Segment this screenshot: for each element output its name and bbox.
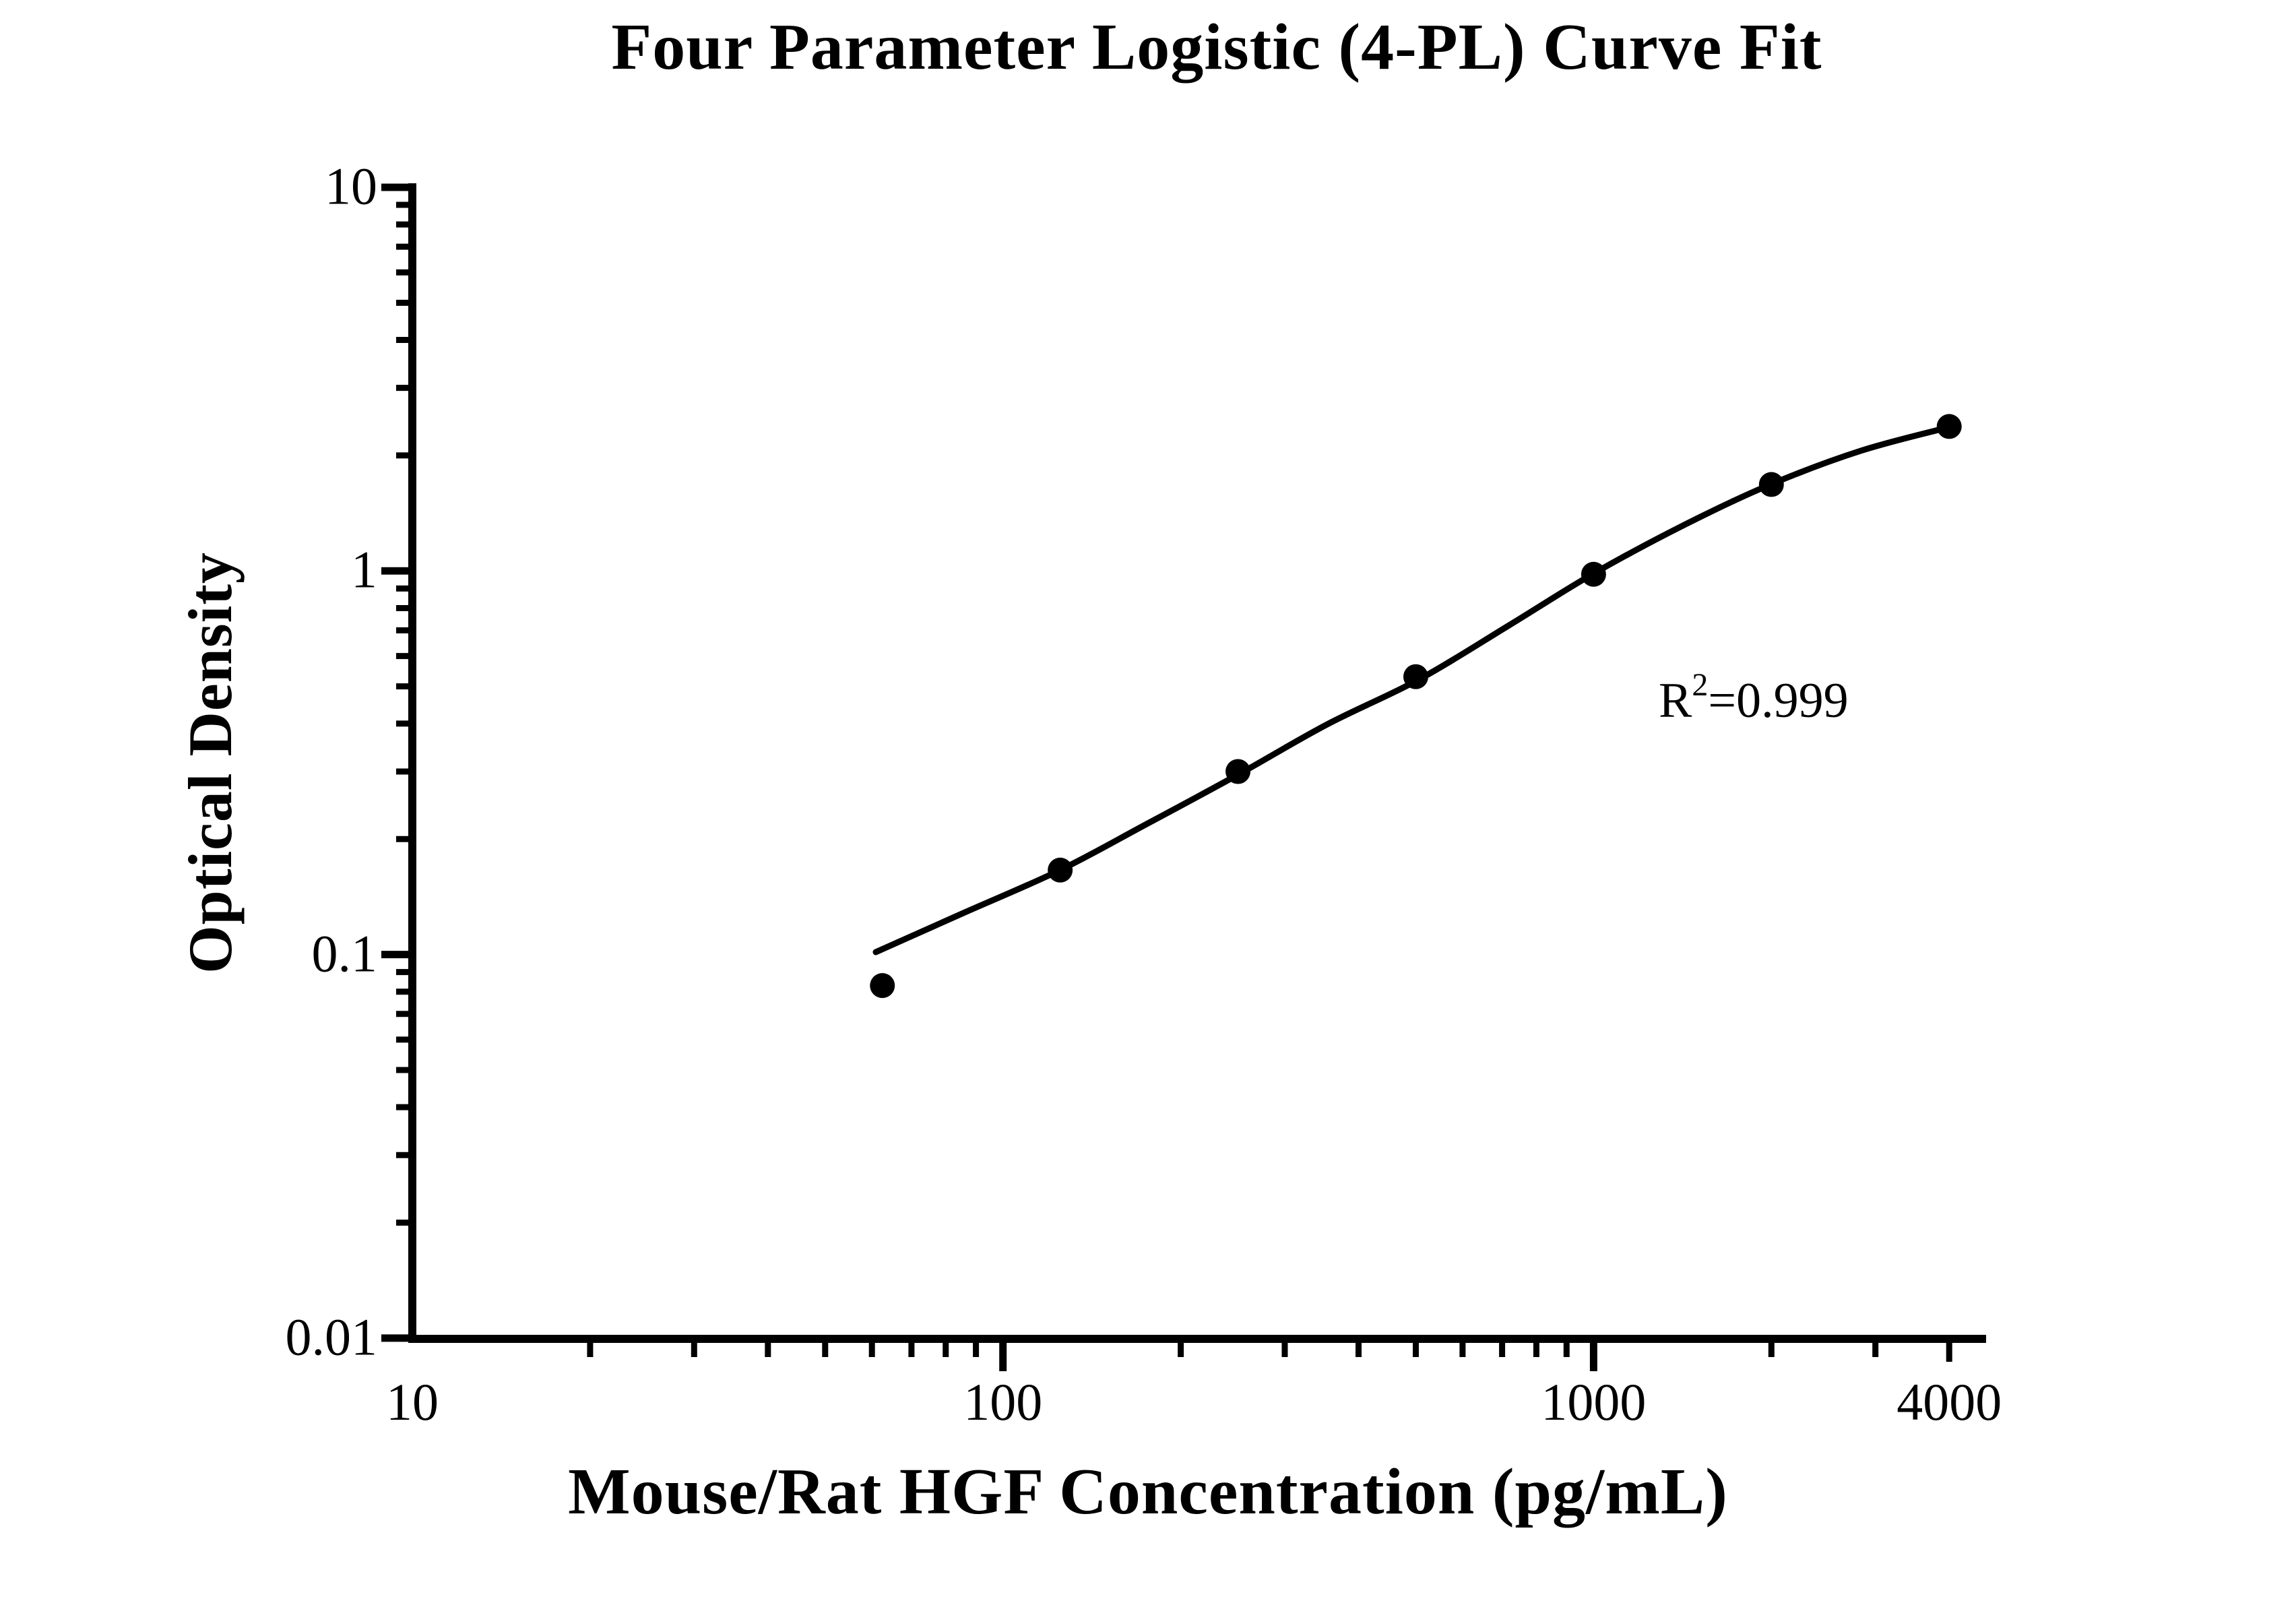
y-tick-label: 10	[325, 156, 377, 216]
y-tick-label: 1	[351, 540, 377, 599]
y-tick-label: 0.01	[285, 1307, 378, 1366]
y-tick-label: 0.1	[311, 924, 378, 983]
x-tick-label: 4000	[1896, 1373, 2002, 1431]
r-squared-exponent: 2	[1692, 667, 1709, 703]
fit-curve	[872, 424, 1952, 955]
x-axis-title: Mouse/Rat HGF Concentration (pg/mL)	[568, 1455, 1728, 1528]
data-point	[1048, 857, 1073, 883]
data-point	[870, 973, 895, 999]
x-tick-label: 1000	[1541, 1373, 1647, 1431]
chart-title: Four Parameter Logistic (4-PL) Curve Fit	[611, 11, 1822, 84]
data-point	[1758, 472, 1784, 497]
data-point	[1581, 561, 1606, 587]
r-squared-value: =0.999	[1708, 673, 1849, 728]
r-squared-annotation: R2=0.999	[1659, 667, 1849, 730]
x-tick-label: 100	[963, 1373, 1043, 1431]
data-point	[1936, 414, 1962, 439]
data-point	[1403, 664, 1428, 689]
data-point	[1225, 759, 1251, 784]
x-tick-label: 10	[386, 1373, 439, 1431]
r-squared-symbol: R	[1659, 673, 1692, 728]
